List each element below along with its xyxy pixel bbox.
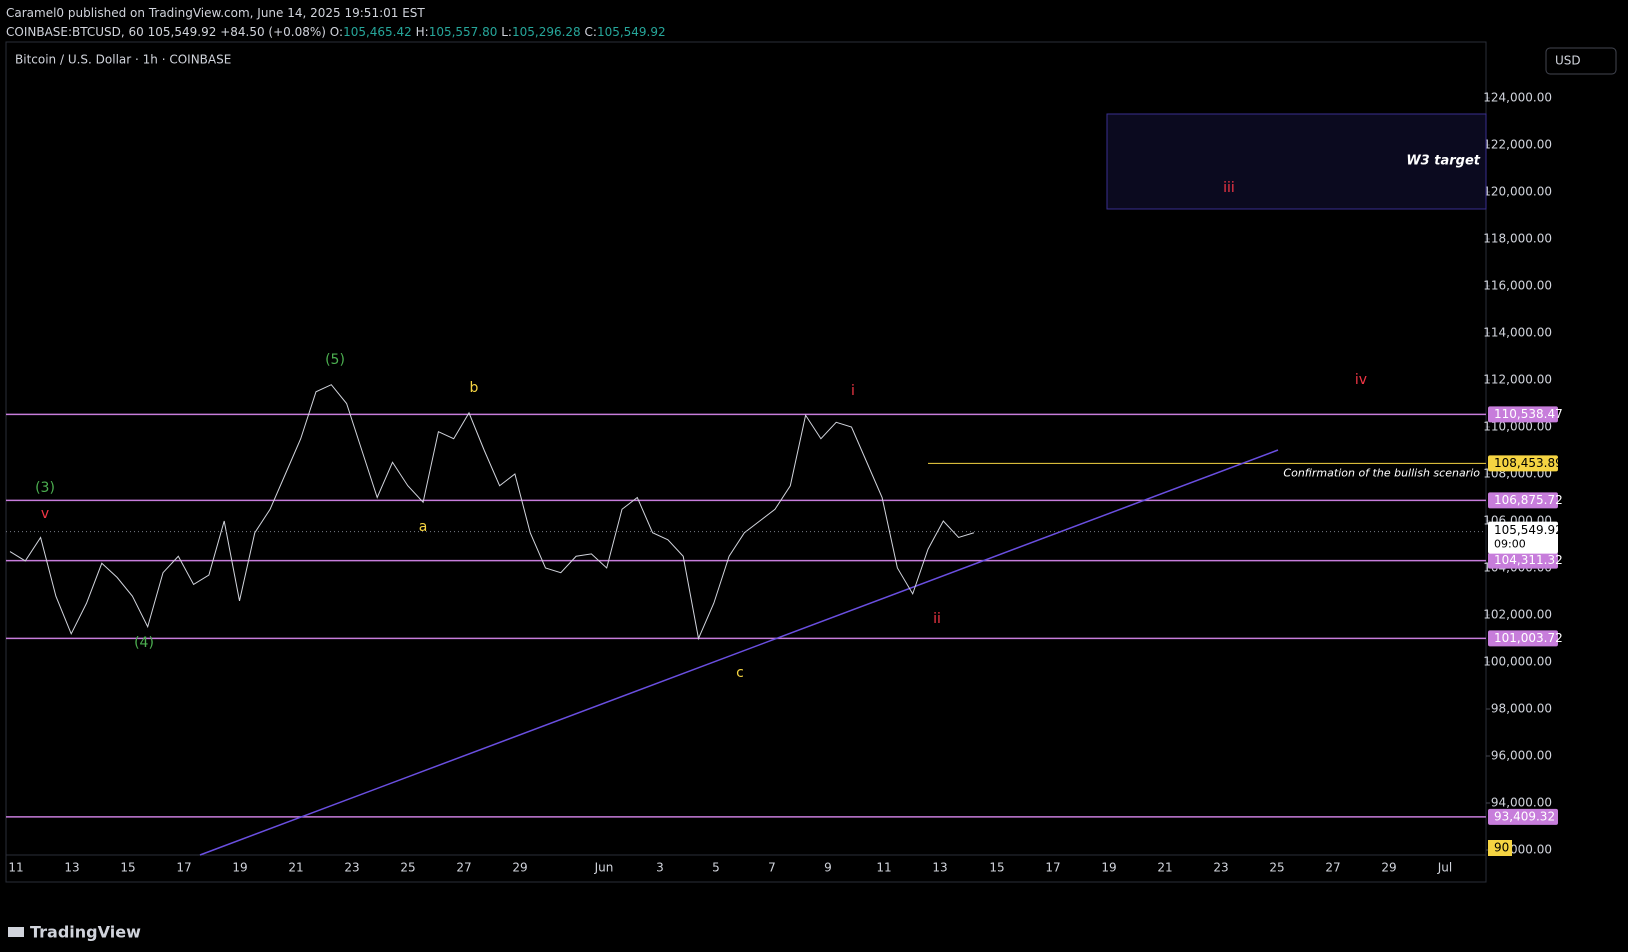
x-tick-label: 3	[656, 861, 664, 875]
y-tick-label: 110,000.00	[1483, 420, 1552, 434]
currency[interactable]: USD	[1555, 54, 1581, 68]
wave-label: ii	[933, 611, 941, 627]
volume-tag-label: 90	[1494, 841, 1509, 855]
last: 105,549.92	[147, 25, 217, 39]
o: 105,465.42	[343, 25, 412, 39]
trendline	[199, 449, 1279, 856]
price-tag-label: 101,003.72	[1494, 631, 1563, 645]
countdown: 09:00	[1494, 538, 1526, 551]
target-box	[1106, 113, 1487, 210]
price-tag-label: 93,409.32	[1494, 809, 1555, 823]
x-tick-label: 11	[8, 861, 23, 875]
x-tick-label: 17	[1045, 861, 1060, 875]
y-tick-label: 96,000.00	[1491, 749, 1552, 763]
y-tick-label: 124,000.00	[1483, 91, 1552, 105]
x-tick-label: 25	[400, 861, 415, 875]
price-line	[9, 384, 975, 641]
header: Caramel0 published on TradingView.com, J…	[6, 4, 666, 42]
price-tag-label: 110,538.47	[1494, 407, 1563, 421]
y-tick-label: 118,000.00	[1483, 232, 1552, 246]
wave-label: (3)	[35, 480, 55, 496]
x-tick-label: 17	[176, 861, 191, 875]
ohlc: COINBASE:BTCUSD, 60 105,549.92 +84.50 (+…	[6, 23, 666, 42]
l-label: L:	[501, 25, 512, 39]
o-label: O:	[329, 25, 344, 39]
x-tick-label: 27	[1325, 861, 1340, 875]
x-tick-label: 5	[712, 861, 720, 875]
y-tick-label: 100,000.00	[1483, 655, 1552, 669]
price-tag	[1488, 406, 1558, 423]
price-tag	[1488, 808, 1558, 825]
h-label: H:	[415, 25, 429, 39]
price-tag	[1488, 455, 1558, 472]
wave-label: (5)	[325, 352, 345, 368]
price-tag-label: 108,453.89	[1494, 456, 1563, 470]
y-tick-label: 98,000.00	[1491, 702, 1552, 716]
wave-label: v	[41, 506, 49, 522]
brand: TradingView	[30, 923, 141, 942]
c: 105,549.92	[596, 25, 666, 39]
x-tick-label: 23	[1213, 861, 1228, 875]
y-tick-label: 102,000.00	[1483, 608, 1552, 622]
x-tick-label: 7	[768, 861, 776, 875]
y-tick-label: 120,000.00	[1483, 185, 1552, 199]
price-tag	[1488, 492, 1558, 509]
volume-tag	[1488, 840, 1512, 856]
x-tick-label: Jun	[594, 861, 614, 875]
wave-label: c	[736, 665, 744, 681]
x-tick-label: 13	[932, 861, 947, 875]
current-tag-label: 105,549.92	[1494, 523, 1563, 537]
wave-label: b	[470, 380, 479, 396]
x-tick-label: Jul	[1437, 861, 1452, 875]
price-tag	[1488, 552, 1558, 569]
confirmation-text: Confirmation of the bullish scenario	[1283, 466, 1480, 479]
x-tick-label: 19	[1101, 861, 1116, 875]
y-tick-label: 112,000.00	[1483, 373, 1552, 387]
x-tick-label: 9	[824, 861, 832, 875]
wave-label: i	[851, 383, 855, 399]
x-tick-label: 15	[120, 861, 135, 875]
x-tick-label: 29	[1381, 861, 1396, 875]
x-tick-label: 25	[1269, 861, 1284, 875]
x-tick-label: 21	[288, 861, 303, 875]
y-tick-label: 94,000.00	[1491, 796, 1552, 810]
chart-title: Bitcoin / U.S. Dollar · 1h · COINBASE	[15, 53, 231, 67]
change: +84.50 (+0.08%)	[220, 25, 326, 39]
y-tick-label: 116,000.00	[1483, 279, 1552, 293]
y-tick-label: 122,000.00	[1483, 138, 1552, 152]
h: 105,557.80	[428, 25, 498, 39]
x-tick-label: 11	[876, 861, 891, 875]
price-tag	[1488, 630, 1558, 647]
currency-button[interactable]	[1545, 47, 1617, 75]
x-tick-label: 27	[456, 861, 471, 875]
x-tick-label: 23	[344, 861, 359, 875]
wave-label: a	[419, 519, 428, 535]
x-tick-label: 15	[989, 861, 1004, 875]
y-tick-label: 114,000.00	[1483, 326, 1552, 340]
publisher: Caramel0 published on TradingView.com, J…	[6, 6, 425, 20]
l: 105,296.28	[511, 25, 581, 39]
brand-logo	[8, 927, 24, 937]
target-text: W3 target	[1406, 154, 1480, 169]
x-tick-label: 19	[232, 861, 247, 875]
c-label: C:	[584, 25, 597, 39]
x-tick-label: 13	[64, 861, 79, 875]
wave-label: (4)	[134, 635, 154, 651]
x-tick-label: 21	[1157, 861, 1172, 875]
current-tag	[1488, 521, 1558, 554]
symbol: COINBASE:BTCUSD, 60	[6, 25, 144, 39]
price-tag-label: 104,311.32	[1494, 553, 1563, 567]
wave-label: iv	[1355, 372, 1367, 388]
price-tag-label: 106,875.72	[1494, 493, 1563, 507]
x-tick-label: 29	[512, 861, 527, 875]
wave-label: iii	[1223, 180, 1235, 196]
